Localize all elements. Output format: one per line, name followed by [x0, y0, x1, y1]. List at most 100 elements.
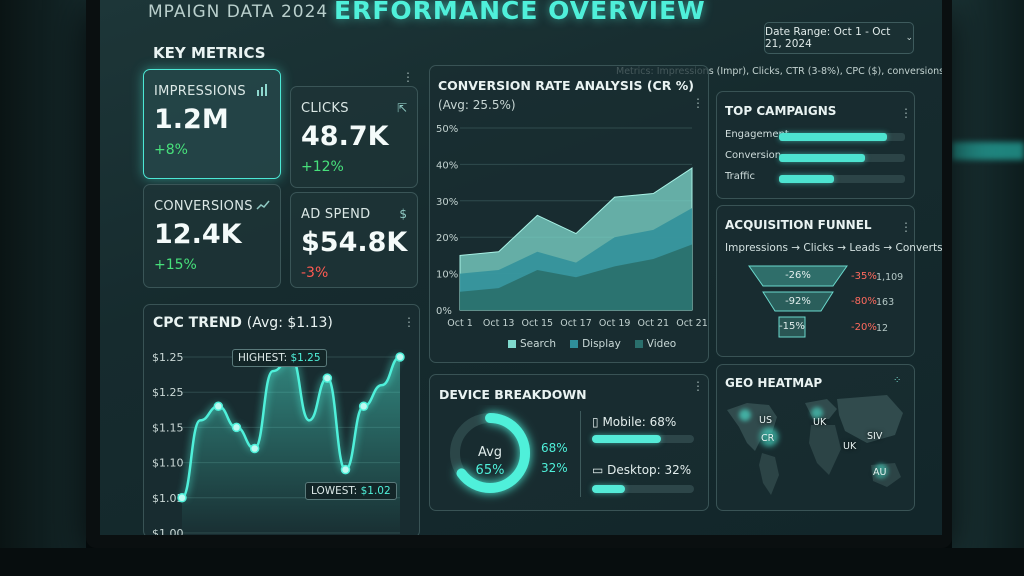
dashboard-screen: MPAIGN DATA 2024 ERFORMANCE OVERVIEW Dat…: [100, 0, 942, 535]
legend-search[interactable]: Search: [508, 338, 556, 350]
funnel-change: -20%: [851, 322, 877, 333]
cr-y-tick: 10%: [436, 270, 458, 281]
desktop-label: Desktop: 32%: [607, 463, 692, 477]
cr-y-tick: 40%: [436, 160, 458, 171]
hotspot: [760, 428, 778, 446]
funnel-panel: ACQUISITION FUNNEL ⋮ Impressions → Click…: [716, 205, 942, 357]
donut-arc: [450, 413, 530, 493]
background-light: [952, 142, 1024, 160]
cpc-menu-icon[interactable]: ⋮: [403, 315, 415, 329]
cr-x-tick: Oct 21: [638, 318, 670, 329]
campaign-label: Engagement: [725, 129, 789, 140]
funnel-count: 12: [876, 323, 889, 334]
cr-area-video: [460, 244, 692, 310]
highest-callout: HIGHEST: $1.25: [232, 349, 327, 367]
campaign-bar-fill: [779, 154, 865, 162]
highest-value: $1.25: [290, 352, 321, 364]
bar-chart-icon: [256, 84, 270, 99]
kpi-delta: +15%: [154, 257, 197, 273]
legend-video[interactable]: Video: [634, 338, 676, 350]
cpc-title-text: CPC TREND: [153, 315, 242, 331]
top-campaigns-title: TOP CAMPAIGNS: [725, 104, 837, 118]
key-metrics-title: KEY METRICS: [153, 44, 266, 62]
geo-tag: AU: [873, 467, 887, 478]
highest-label: HIGHEST:: [238, 352, 288, 364]
mobile-row: ▯ Mobile: 68%: [592, 415, 676, 429]
background-right: [952, 0, 1024, 576]
legend-display[interactable]: Display: [570, 338, 621, 350]
cpc-area: [182, 357, 400, 533]
hotspot: [739, 409, 751, 421]
kpi-value: $54.8K: [301, 227, 408, 258]
cpc-point: [177, 493, 187, 503]
cpc-y-tick: $1.15: [152, 421, 184, 434]
conversion-menu-icon[interactable]: ⋮: [692, 96, 704, 110]
cursor-click-icon: ⇱: [396, 101, 407, 115]
desktop-bar[interactable]: [592, 485, 694, 493]
conversion-avg: (Avg: 25.5%): [438, 98, 516, 112]
kpi-card-impressions[interactable]: IMPRESSIONS 1.2M +8%: [143, 69, 281, 179]
kpi-card-ad-spend[interactable]: AD SPEND $54.8K -3% $: [290, 192, 418, 288]
desktop-bar-fill: [592, 485, 625, 493]
device-donut: [450, 413, 530, 493]
hotspot: [811, 407, 823, 419]
top-campaigns-menu-icon[interactable]: ⋮: [900, 106, 912, 120]
campaign-bar[interactable]: [779, 133, 905, 141]
funnel-title: ACQUISITION FUNNEL: [725, 218, 872, 232]
conversion-chart: 0% 10% 20% 30% 40% 50% Oct 1 Oct 13 Oct 15 Oct 1…: [436, 124, 708, 329]
page-subtitle: MPAIGN DATA 2024: [148, 2, 329, 22]
cr-x-tick: Oct 13: [483, 318, 515, 329]
top-campaigns-panel: TOP CAMPAIGNS ⋮ Engagement Conversion Tr…: [716, 91, 915, 199]
hotspot: [874, 464, 888, 478]
kpi-delta: -3%: [301, 265, 329, 281]
campaign-label: Conversion: [725, 150, 782, 161]
campaign-bar-fill: [779, 133, 888, 141]
desktop-icon: ▭: [592, 463, 604, 477]
cr-x-tick: Oct 21: [676, 318, 708, 329]
geo-panel: GEO HEATMAP ⁘ US CR UK UK SIV AU: [716, 364, 915, 511]
mobile-bar[interactable]: [592, 435, 694, 443]
side-value-b: 32%: [541, 461, 568, 475]
funnel-pct: -15%: [779, 321, 805, 332]
campaign-bar[interactable]: [779, 175, 905, 183]
cpc-point: [340, 464, 351, 475]
campaign-label: Traffic: [725, 171, 756, 182]
mobile-bar-fill: [592, 435, 662, 443]
lowest-value: $1.02: [360, 485, 391, 497]
trend-up-icon: [256, 199, 270, 214]
funnel-graphic: [748, 265, 848, 338]
world-map[interactable]: [717, 365, 914, 510]
cpc-y-tick: $1.25: [152, 351, 184, 364]
device-panel: DEVICE BREAKDOWN ⋮ Avg 65% 68% 32% ▯ Mob…: [429, 374, 709, 511]
device-menu-icon[interactable]: ⋮: [692, 379, 704, 393]
funnel-stage-2[interactable]: [762, 291, 834, 312]
kpi-value: 12.4K: [154, 219, 242, 250]
device-divider: [580, 411, 581, 497]
funnel-menu-icon[interactable]: ⋮: [900, 220, 912, 234]
geo-tag: SIV: [867, 431, 883, 442]
date-range-dropdown[interactable]: Date Range: Oct 1 - Oct 21, 2024 ⌄: [764, 22, 914, 54]
date-range-label: Date Range: Oct 1 - Oct 21, 2024: [765, 26, 891, 50]
metrics-note: Metrics: Impressions (Impr), Clicks, CTR…: [616, 66, 942, 77]
cpc-y-tick: $1.10: [152, 457, 184, 470]
geo-tag: UK: [813, 417, 827, 428]
kpi-card-conversions[interactable]: CONVERSIONS 12.4K +15%: [143, 184, 281, 288]
cpc-y-tick: $1.05: [152, 492, 184, 505]
cpc-point: [395, 352, 405, 362]
funnel-count: 1,109: [876, 272, 904, 283]
conversion-legend: Search Display Video: [508, 338, 676, 350]
geo-title: GEO HEATMAP: [725, 376, 823, 390]
device-title: DEVICE BREAKDOWN: [439, 387, 587, 402]
funnel-stage-1[interactable]: [748, 265, 848, 287]
money-bag-icon: $: [399, 207, 407, 221]
cpc-avg: (Avg: $1.13): [246, 315, 333, 331]
campaign-bar[interactable]: [779, 154, 905, 162]
chevron-down-icon: ⌄: [905, 33, 913, 43]
grid-icon[interactable]: ⁘: [893, 375, 902, 386]
key-metrics-menu-icon[interactable]: ⋮: [402, 70, 414, 84]
funnel-stage-3[interactable]: [778, 316, 806, 338]
kpi-card-clicks[interactable]: CLICKS 48.7K +12% ⇱: [290, 86, 418, 188]
cr-y-tick: 0%: [436, 306, 452, 317]
kpi-value: 1.2M: [154, 104, 229, 135]
lowest-label: LOWEST:: [311, 485, 358, 497]
